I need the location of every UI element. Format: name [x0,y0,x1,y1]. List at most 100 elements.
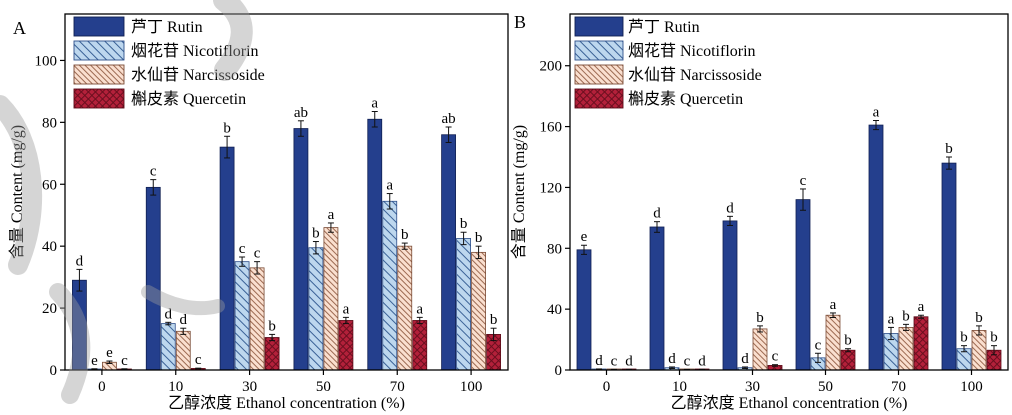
significance-label: b [990,330,998,346]
x-tick-label: 100 [960,379,983,395]
bar-rutin-30 [219,146,235,371]
x-tick-label: 0 [603,379,611,395]
y-tick-label: 20 [42,301,57,317]
significance-label: a [343,301,350,317]
significance-label: c [611,353,618,369]
significance-label: d [595,353,603,369]
significance-label: b [490,312,498,328]
significance-label: c [195,352,202,368]
legend-label-nicotiflorin: 烟花苷 Nicotiflorin [628,42,756,60]
bar-narcissoside-30 [249,267,265,371]
significance-label: d [625,353,633,369]
x-tick-label: 50 [316,379,331,395]
legend-swatch-narcissoside [574,64,624,85]
bar-rutin-30 [722,220,738,371]
significance-label: e [581,229,588,245]
significance-label: b [460,216,468,232]
x-tick-label: 100 [460,379,483,395]
significance-label: c [150,164,157,180]
bar-quercetin-50 [840,349,856,371]
significance-label: e [91,353,98,369]
significance-label: d [741,351,749,367]
significance-label: b [223,120,231,136]
legend-label-quercetin: 槲皮素 Quercetin [131,90,246,108]
significance-label: d [76,253,84,269]
y-tick-label: 0 [50,363,58,379]
bar-quercetin-30 [264,337,280,371]
significance-label: b [945,141,953,157]
x-tick-label: 0 [98,379,106,395]
panel-label: B [514,12,526,32]
legend-label-rutin: 芦丁 Rutin [131,18,203,36]
bar-rutin-50 [293,128,309,371]
bar-quercetin-50 [338,320,354,371]
y-tick-label: 80 [547,241,562,257]
significance-label: ab [294,105,308,121]
significance-label: a [371,96,378,112]
bar-narcissoside-50 [825,314,841,371]
significance-label: d [668,351,676,367]
significance-label: ab [441,111,455,127]
bar-narcissoside-10 [175,330,191,371]
significance-label: d [653,206,661,222]
significance-label: a [918,299,925,315]
bar-nicotiflorin-70 [382,200,398,371]
y-tick-label: 40 [42,239,57,255]
bar-rutin-100 [441,134,456,371]
significance-label: c [239,241,246,257]
legend-label-narcissoside: 水仙苷 Narcissoside [131,66,265,84]
significance-label: b [960,330,968,346]
x-tick-label: 70 [390,379,405,395]
significance-label: b [756,310,764,326]
bar-rutin-0 [72,279,87,371]
bar-rutin-100 [941,162,957,371]
y-axis-title: 含量 Content (mg/g) [8,125,26,259]
significance-label: c [815,337,822,353]
y-tick-label: 60 [42,177,57,193]
bar-nicotiflorin-10 [160,323,176,371]
x-tick-label: 30 [745,379,760,395]
panel-label: A [13,18,26,38]
significance-label: d [698,353,706,369]
y-tick-label: 100 [35,53,58,69]
y-tick-label: 120 [540,180,563,196]
bar-narcissoside-70 [898,327,914,371]
significance-label: a [873,104,880,120]
bar-narcissoside-30 [752,328,768,371]
bar-rutin-70 [367,118,383,371]
bar-rutin-10 [649,226,665,371]
x-tick-label: 10 [168,379,183,395]
bar-rutin-0 [576,249,592,371]
x-tick-label: 10 [672,379,687,395]
significance-label: b [312,226,320,242]
x-tick-label: 30 [242,379,257,395]
significance-label: b [844,333,852,349]
significance-label: d [165,306,173,322]
significance-label: c [254,246,261,262]
significance-label: a [416,301,423,317]
legend-swatch-narcissoside [73,64,125,85]
significance-label: a [386,178,393,194]
significance-label: d [180,312,188,328]
legend-swatch-nicotiflorin [73,40,125,61]
significance-label: b [268,318,276,334]
x-axis-title: 乙醇浓度 Ethanol concentration (%) [671,394,908,412]
y-tick-label: 200 [540,59,563,75]
bar-nicotiflorin-50 [308,247,324,371]
y-tick-label: 80 [42,115,57,131]
legend-swatch-nicotiflorin [574,40,624,61]
significance-label: d [726,200,734,216]
significance-label: b [475,230,483,246]
bar-narcissoside-100 [471,251,486,371]
significance-label: e [106,345,113,361]
significance-label: a [888,311,895,327]
significance-label: a [830,297,837,313]
y-tick-label: 160 [540,120,563,136]
legend-swatch-quercetin [574,88,624,109]
x-tick-label: 50 [818,379,833,395]
bar-narcissoside-100 [971,330,987,371]
significance-label: c [800,173,807,189]
